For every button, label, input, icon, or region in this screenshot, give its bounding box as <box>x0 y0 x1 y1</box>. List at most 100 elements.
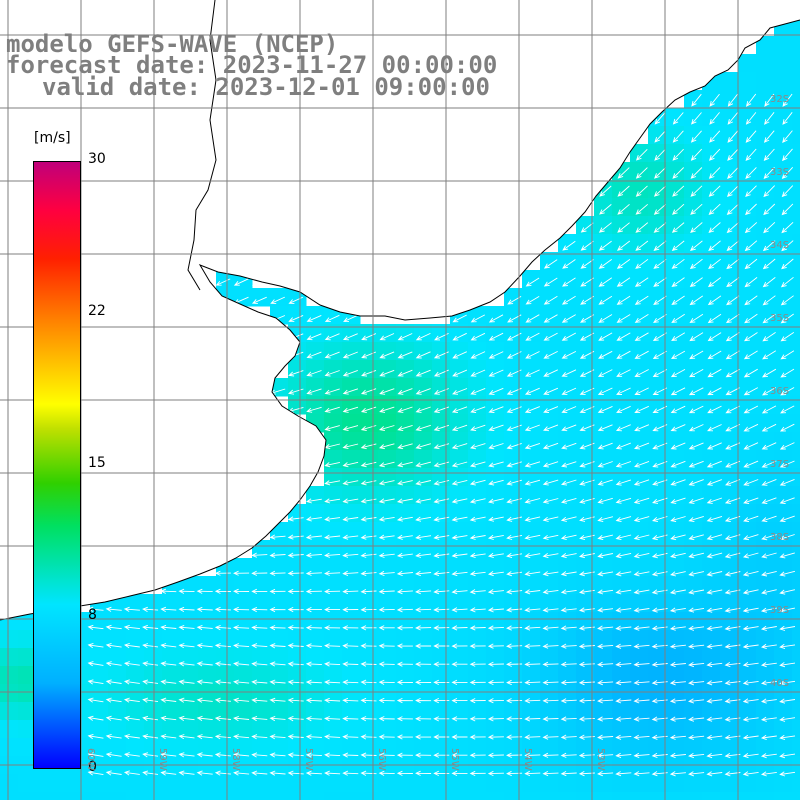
wind-speed-cell <box>702 792 721 800</box>
wind-arrow <box>597 516 614 522</box>
wind-arrow <box>542 479 559 486</box>
wind-speed-cell <box>612 342 631 361</box>
wind-arrow <box>488 314 504 323</box>
wind-arrow <box>342 443 359 450</box>
wind-speed-cell <box>378 702 397 721</box>
wind-arrow <box>560 752 577 758</box>
wind-arrow <box>670 497 686 504</box>
wind-arrow <box>670 552 686 559</box>
wind-speed-cell <box>594 774 613 793</box>
wind-arrow <box>634 332 649 341</box>
wind-arrow <box>781 185 794 198</box>
colorbar-tick-30: 30 <box>88 151 106 167</box>
wind-speed-cell <box>558 378 577 397</box>
wind-speed-cell <box>414 738 433 757</box>
wind-arrow <box>214 606 231 612</box>
wind-arrow <box>761 589 777 595</box>
coastline <box>0 19 800 621</box>
wind-arrow <box>762 313 776 324</box>
wind-arrow <box>706 753 723 759</box>
wind-arrow <box>781 258 794 270</box>
wind-arrow <box>524 424 540 432</box>
wind-speed-cell <box>180 738 199 757</box>
wind-speed-cell <box>450 792 469 800</box>
wind-speed-cell <box>612 792 631 800</box>
wind-arrow <box>560 534 577 541</box>
lat-label-34s: 34S <box>770 240 790 251</box>
wind-speed-cell <box>504 522 523 541</box>
wind-speed-cell <box>684 108 703 127</box>
wind-arrow <box>470 369 486 377</box>
wind-speed-cell <box>234 720 253 739</box>
wind-arrow <box>745 148 757 161</box>
wind-arrow <box>597 607 614 613</box>
wind-speed-cell <box>306 396 325 415</box>
wind-speed-cell <box>504 450 523 469</box>
wind-arrow <box>597 405 613 414</box>
wind-arrow <box>543 332 558 341</box>
wind-arrow <box>379 333 395 341</box>
wind-arrow <box>524 387 540 395</box>
wind-arrow <box>324 480 341 486</box>
wind-arrow <box>525 296 540 305</box>
wind-arrow <box>287 588 304 595</box>
wind-speed-cell <box>612 774 631 793</box>
valid-date: valid date: 2023-12-01 09:00:00 <box>42 73 490 101</box>
wind-speed-cell <box>396 702 415 721</box>
wind-arrow <box>525 369 540 377</box>
wind-speed-cell <box>486 324 505 343</box>
wind-arrow <box>396 679 413 685</box>
wind-speed-cell <box>324 450 343 469</box>
wind-speed-cell <box>522 612 541 631</box>
wind-arrow <box>397 369 413 377</box>
wind-arrow <box>779 460 795 468</box>
wind-speed-cell <box>684 414 703 433</box>
wind-arrow <box>305 606 322 613</box>
wind-arrow <box>196 734 213 740</box>
wind-speed-cell <box>360 378 379 397</box>
wind-speed-cell <box>612 720 631 739</box>
wind-speed-cell <box>720 774 739 793</box>
wind-speed-cell <box>216 792 235 800</box>
wind-arrow <box>653 258 667 269</box>
wind-speed-cell <box>162 702 181 721</box>
wind-arrow <box>706 571 723 577</box>
wind-speed-cell <box>612 270 631 289</box>
wind-arrow <box>779 625 796 631</box>
wind-speed-cell <box>738 162 757 181</box>
wind-arrow <box>214 715 231 722</box>
wind-speed-cell <box>144 666 163 685</box>
wind-speed-cell <box>594 468 613 487</box>
wind-arrow <box>196 770 213 776</box>
wind-speed-cell <box>702 558 721 577</box>
wind-speed-cell <box>684 360 703 379</box>
wind-arrow <box>597 661 614 668</box>
wind-arrow <box>615 661 632 668</box>
wind-speed-cell <box>360 720 379 739</box>
wind-speed-cell <box>540 504 559 523</box>
wind-speed-cell <box>540 684 559 703</box>
wind-speed-cell <box>738 234 757 253</box>
wind-speed-cell <box>792 540 800 559</box>
wind-arrow <box>762 332 776 342</box>
wind-speed-cell <box>378 360 397 379</box>
wind-speed-cell <box>522 414 541 433</box>
wind-speed-cell <box>234 576 253 595</box>
wind-arrow <box>506 589 523 595</box>
wind-arrow <box>379 406 395 413</box>
wind-speed-cell <box>594 342 613 361</box>
wind-arrow <box>306 314 322 323</box>
wind-arrow <box>525 332 540 341</box>
wind-arrow <box>196 697 213 703</box>
wind-arrow <box>615 461 632 468</box>
wind-speed-cell <box>594 594 613 613</box>
wind-arrow <box>123 770 140 776</box>
wind-speed-cell <box>288 738 307 757</box>
wind-speed-cell <box>630 342 649 361</box>
wind-speed-cell <box>702 198 721 217</box>
wind-speed-cell <box>468 432 487 451</box>
wind-arrow <box>597 771 614 777</box>
wind-arrow <box>451 516 468 522</box>
wind-speed-cell <box>486 576 505 595</box>
